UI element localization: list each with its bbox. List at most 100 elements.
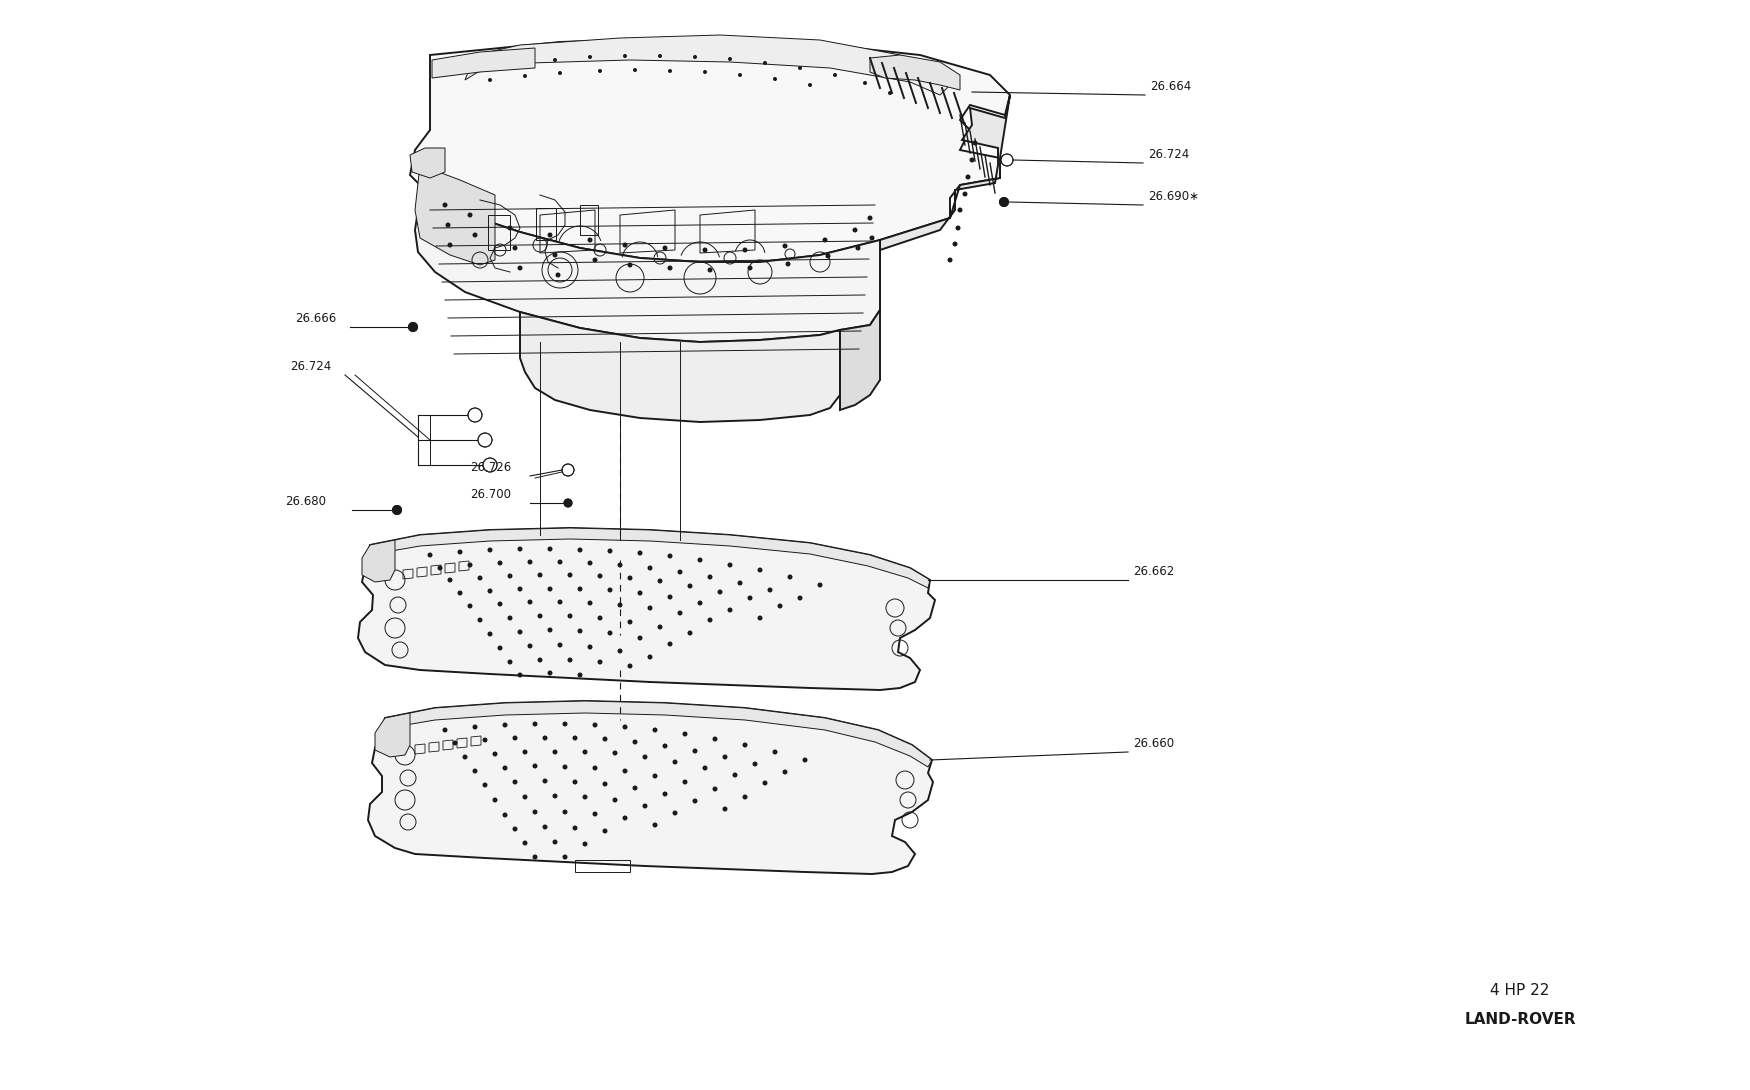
Polygon shape [432,48,536,78]
Circle shape [677,569,682,574]
Circle shape [642,754,648,760]
Circle shape [667,594,672,600]
Circle shape [607,630,612,635]
Circle shape [668,69,672,73]
Circle shape [742,742,747,748]
Circle shape [518,630,523,634]
Circle shape [507,226,513,230]
Polygon shape [410,148,444,178]
Circle shape [513,245,518,251]
Circle shape [702,247,707,253]
Circle shape [628,576,632,581]
Text: 26.680: 26.680 [285,495,326,508]
Circle shape [473,232,478,238]
Circle shape [548,546,553,552]
Circle shape [473,768,478,774]
Circle shape [738,73,742,77]
Polygon shape [466,35,950,95]
Circle shape [663,791,667,797]
Circle shape [523,795,527,799]
Circle shape [733,773,737,777]
Circle shape [602,782,607,787]
Circle shape [856,245,861,251]
Circle shape [513,779,518,785]
Circle shape [653,774,658,778]
Circle shape [392,505,402,514]
Circle shape [737,581,742,585]
Circle shape [467,562,472,568]
Circle shape [623,768,628,774]
Circle shape [558,559,562,565]
Circle shape [392,505,402,514]
Circle shape [537,572,542,578]
Circle shape [537,614,542,618]
Circle shape [488,589,492,593]
Circle shape [698,601,702,606]
Circle shape [564,498,572,508]
Text: 4 HP 22: 4 HP 22 [1491,982,1550,997]
Circle shape [593,257,597,263]
Circle shape [623,725,628,729]
Circle shape [502,765,507,771]
Circle shape [537,657,542,663]
Circle shape [523,74,527,78]
Circle shape [548,586,553,592]
Circle shape [612,798,618,802]
Circle shape [448,242,453,247]
Circle shape [637,550,642,556]
Circle shape [602,737,607,741]
Circle shape [548,628,553,632]
Circle shape [688,583,693,589]
Circle shape [763,61,766,65]
Circle shape [618,603,623,607]
Circle shape [555,272,560,278]
Circle shape [618,649,623,654]
Circle shape [588,238,593,242]
Circle shape [602,828,607,834]
Circle shape [448,578,453,582]
Circle shape [542,778,548,784]
Circle shape [728,607,733,613]
Circle shape [728,57,732,61]
Circle shape [704,70,707,74]
Circle shape [777,604,782,608]
Circle shape [742,795,747,799]
Circle shape [593,765,597,771]
Circle shape [518,586,523,592]
Circle shape [817,582,822,588]
Circle shape [663,743,667,749]
Circle shape [588,54,592,59]
Circle shape [826,254,831,258]
Circle shape [578,673,583,678]
Circle shape [963,192,968,196]
Circle shape [798,595,803,601]
Circle shape [567,657,572,663]
Circle shape [682,731,688,737]
Polygon shape [385,701,933,767]
Circle shape [688,630,693,635]
Circle shape [768,588,772,593]
Circle shape [488,66,492,70]
Circle shape [868,216,873,220]
Circle shape [562,810,567,814]
Circle shape [478,618,483,622]
Circle shape [497,560,502,566]
Circle shape [637,635,642,641]
Text: LAND-ROVER: LAND-ROVER [1465,1013,1575,1028]
Circle shape [408,322,418,332]
Circle shape [623,54,626,58]
Circle shape [542,824,548,829]
Circle shape [507,573,513,579]
Circle shape [712,737,718,741]
Polygon shape [359,528,935,690]
Circle shape [564,498,572,508]
Circle shape [513,736,518,740]
Circle shape [658,54,662,58]
Circle shape [747,266,752,270]
Circle shape [952,242,957,246]
Circle shape [572,779,578,785]
Circle shape [956,226,961,230]
Circle shape [747,595,752,601]
Circle shape [682,779,688,785]
Circle shape [658,579,663,583]
